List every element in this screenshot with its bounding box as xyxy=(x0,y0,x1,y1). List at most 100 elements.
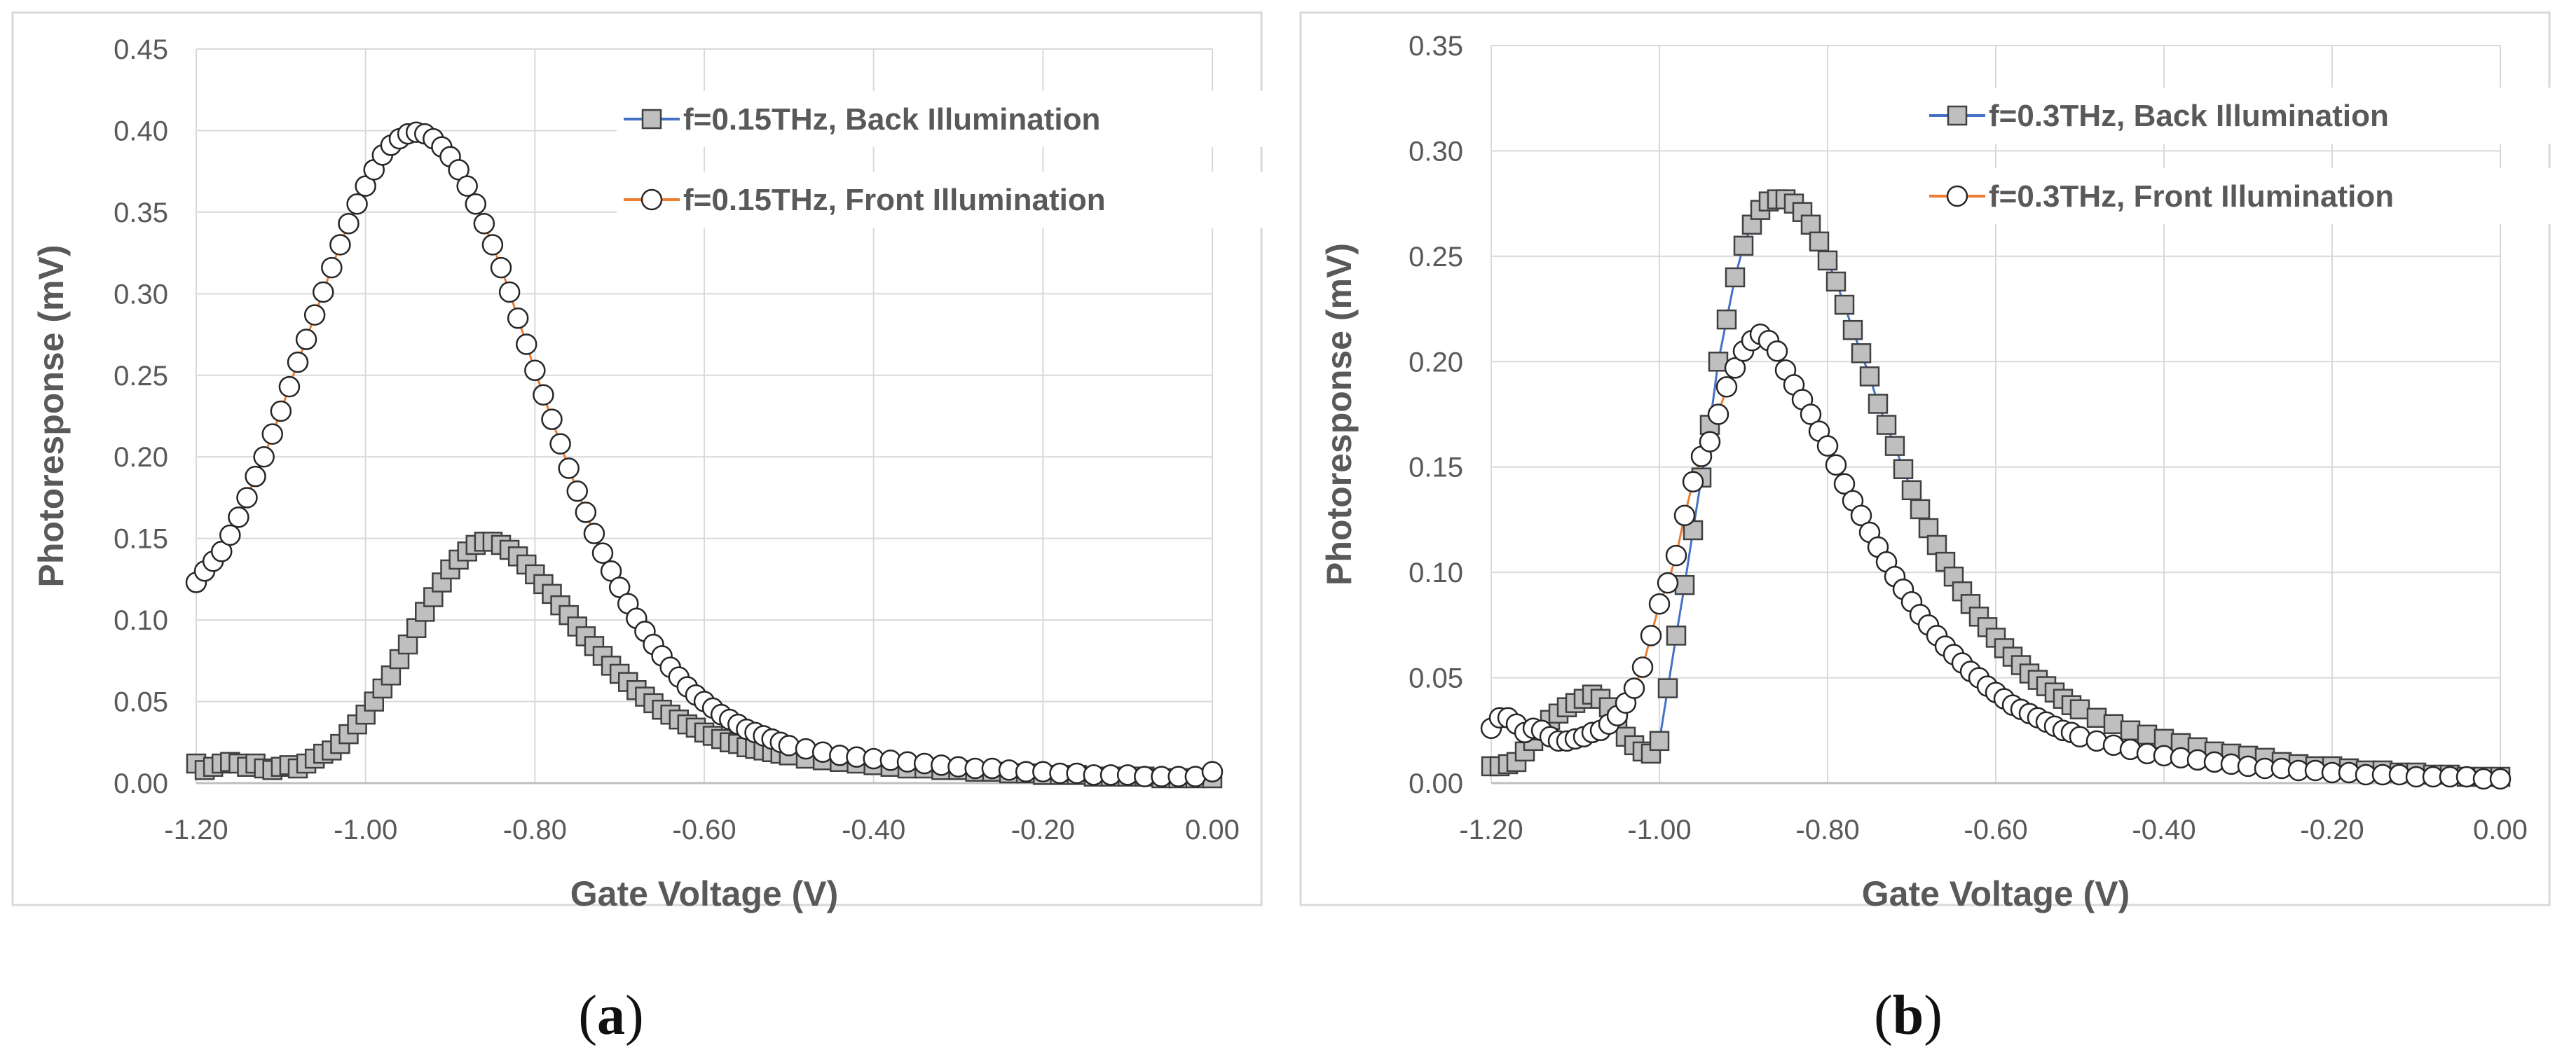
data-point xyxy=(338,212,359,235)
data-point xyxy=(1665,544,1687,567)
series-2-markers xyxy=(1480,323,2512,790)
data-point xyxy=(1657,572,1679,594)
data-point xyxy=(481,234,504,256)
data-point xyxy=(1816,435,1839,457)
x-axis-title: Gate Voltage (V) xyxy=(570,874,838,913)
y-axis-title: Photoresponse (mV) xyxy=(32,245,71,588)
x-tick-label: -1.00 xyxy=(334,815,397,845)
x-tick-label: -1.20 xyxy=(164,815,228,845)
data-point xyxy=(278,375,301,398)
legend-label-2: f=0.15THz, Front Illumination xyxy=(683,183,1106,217)
data-point xyxy=(1649,731,1670,752)
data-point xyxy=(1926,534,1947,555)
data-point xyxy=(591,542,614,564)
caption-b-close: ) xyxy=(1924,985,1943,1046)
data-point xyxy=(1648,593,1671,615)
caption-a: (a) xyxy=(541,984,681,1048)
caption-a-open: ( xyxy=(578,985,597,1046)
legend-swatch-marker-1 xyxy=(1947,105,1968,126)
data-point xyxy=(541,408,563,430)
legend-bg xyxy=(1922,168,2576,224)
data-point xyxy=(2103,714,2124,735)
data-point xyxy=(270,400,292,422)
data-point xyxy=(219,524,241,546)
data-point xyxy=(287,351,309,373)
data-point xyxy=(1868,394,1889,414)
data-point xyxy=(329,234,351,256)
data-point xyxy=(2137,724,2158,745)
y-tick-label: 0.40 xyxy=(114,116,168,146)
data-point xyxy=(490,256,512,279)
chart-a-svg: -1.20 -1.00 -0.80 -0.60 -0.40 -0.20 0.00 0.00 0.… xyxy=(11,11,1288,913)
y-tick-label: 0.25 xyxy=(1409,242,1463,272)
series-2-markers xyxy=(185,121,1224,787)
data-point xyxy=(245,465,266,488)
x-tick-label: -1.20 xyxy=(1459,815,1523,845)
data-point xyxy=(1833,473,1856,495)
data-point xyxy=(1825,454,1847,476)
legend-label-1: f=0.3THz, Back Illumination xyxy=(1989,99,2389,133)
data-point xyxy=(1716,309,1737,330)
data-point xyxy=(1893,459,1914,479)
data-point xyxy=(473,212,495,235)
data-point xyxy=(549,433,571,455)
data-point xyxy=(346,193,368,215)
y-tick-label: 0.35 xyxy=(114,198,168,228)
data-point xyxy=(364,691,384,712)
data-point xyxy=(1682,471,1704,493)
data-point xyxy=(253,445,275,468)
data-point xyxy=(1842,319,1863,340)
data-point xyxy=(1766,340,1788,362)
data-point xyxy=(558,457,580,479)
y-tick-label: 0.00 xyxy=(114,768,168,799)
chart-b-svg: -1.20 -1.00 -0.80 -0.60 -0.40 -0.20 0.00 0.00 0.… xyxy=(1299,11,2576,913)
data-point xyxy=(406,618,427,639)
data-point xyxy=(507,308,529,329)
data-point xyxy=(1851,343,1872,364)
data-point xyxy=(295,329,317,350)
legend-bg xyxy=(1922,88,2576,144)
x-tick-label: -0.60 xyxy=(1964,815,2027,845)
data-point xyxy=(1640,625,1662,647)
y-tick-label: 0.30 xyxy=(1409,136,1463,167)
x-tick-label: -0.40 xyxy=(842,815,905,845)
y-tick-label: 0.10 xyxy=(1409,558,1463,588)
data-point xyxy=(228,506,249,528)
data-point xyxy=(1901,480,1922,501)
x-tick-label: 0.00 xyxy=(2473,815,2528,845)
legend-swatch-marker-2 xyxy=(640,188,663,211)
data-point xyxy=(1707,403,1729,425)
x-tick-label: -0.20 xyxy=(2300,815,2364,845)
legend-label-1: f=0.15THz, Back Illumination xyxy=(683,102,1100,137)
y-tick-label: 0.25 xyxy=(114,361,168,392)
y-axis-title: Photoresponse (mV) xyxy=(1320,243,1359,586)
x-tick-label: -0.20 xyxy=(1011,815,1075,845)
data-point xyxy=(1834,294,1855,315)
x-tick-label: -0.60 xyxy=(672,815,736,845)
data-point xyxy=(575,502,597,523)
data-point xyxy=(1631,656,1654,678)
y-tick-label: 0.15 xyxy=(114,524,168,555)
data-point xyxy=(236,487,258,509)
y-tick-label: 0.05 xyxy=(114,687,168,718)
data-point xyxy=(1715,376,1738,398)
data-point xyxy=(1666,626,1687,646)
data-point xyxy=(321,256,343,279)
y-tick-label: 0.20 xyxy=(1409,347,1463,378)
data-point xyxy=(1800,214,1821,235)
y-tick-label: 0.35 xyxy=(1409,31,1463,62)
data-point xyxy=(524,359,546,382)
data-point xyxy=(2489,768,2512,790)
legend-bg xyxy=(617,172,1288,228)
data-point xyxy=(498,281,521,303)
y-tick-label: 0.10 xyxy=(114,605,168,636)
data-point xyxy=(1809,231,1830,252)
caption-b-open: ( xyxy=(1874,985,1893,1046)
data-point xyxy=(1673,504,1696,527)
data-point xyxy=(1850,504,1872,527)
x-tick-label: -0.80 xyxy=(503,815,567,845)
caption-b-letter: b xyxy=(1892,985,1924,1046)
data-point xyxy=(1699,431,1721,452)
legend-swatch-marker-2 xyxy=(1946,185,1968,207)
data-point xyxy=(1800,403,1822,425)
